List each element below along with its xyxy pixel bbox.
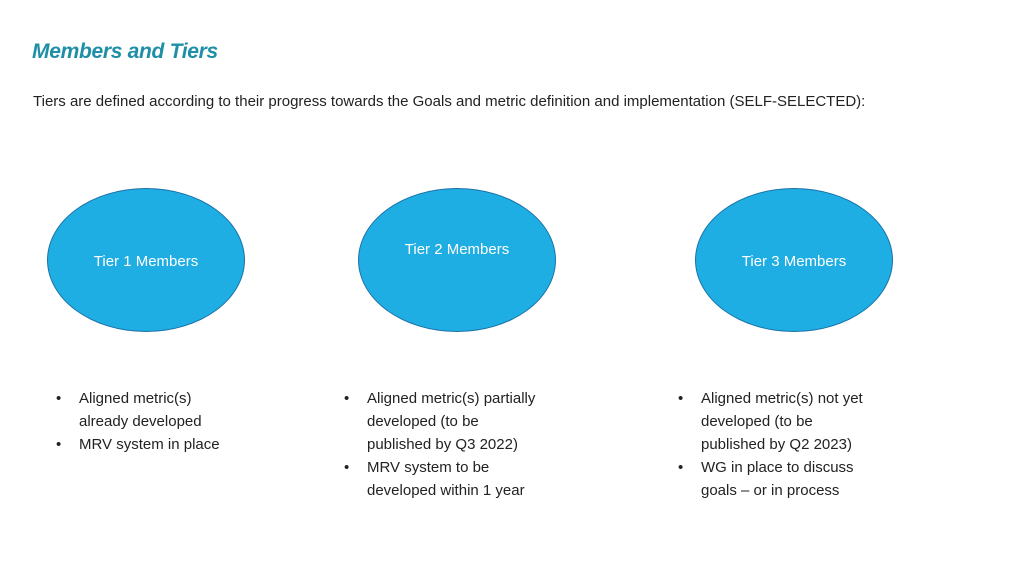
tier-2-oval: Tier 2 Members <box>358 188 556 332</box>
bullet-item: MRV system in place <box>55 433 285 456</box>
bullet-line: already developed <box>79 413 202 430</box>
bullet-line: Aligned metric(s) partially <box>367 390 536 407</box>
bullet-item: Aligned metric(s) not yet developed (to … <box>677 387 917 456</box>
tier-2-bullet-list: Aligned metric(s) partially developed (t… <box>343 387 593 502</box>
tier-2-label: Tier 2 Members <box>404 241 510 258</box>
tier-1-bullet-list: Aligned metric(s) already developed MRV … <box>55 387 285 456</box>
tier-3-oval: Tier 3 Members <box>695 188 893 332</box>
bullet-line: MRV system to be <box>367 459 490 476</box>
bullet-line: developed within 1 year <box>367 482 525 499</box>
bullet-item: Aligned metric(s) partially developed (t… <box>343 387 593 456</box>
bullet-line: Aligned metric(s) not yet <box>701 390 863 407</box>
bullet-line: Aligned metric(s) <box>79 390 192 407</box>
bullet-line: developed (to be <box>701 413 813 430</box>
tier-1-label: Tier 1 Members <box>93 253 199 270</box>
tier-3-label: Tier 3 Members <box>741 253 847 270</box>
bullet-item: MRV system to be developed within 1 year <box>343 456 593 502</box>
slide-subtitle: Tiers are defined according to their pro… <box>33 93 866 110</box>
bullet-item: Aligned metric(s) already developed <box>55 387 285 433</box>
bullet-item: WG in place to discuss goals – or in pro… <box>677 456 917 502</box>
slide-title: Members and Tiers <box>32 40 218 63</box>
bullet-line: developed (to be <box>367 413 479 430</box>
tier-3-bullet-list: Aligned metric(s) not yet developed (to … <box>677 387 917 502</box>
bullet-line: goals – or in process <box>701 482 840 499</box>
bullet-line: MRV system in place <box>79 436 220 453</box>
bullet-line: published by Q3 2022) <box>367 436 518 453</box>
bullet-line: published by Q2 2023) <box>701 436 852 453</box>
tier-1-oval: Tier 1 Members <box>47 188 245 332</box>
bullet-line: WG in place to discuss <box>701 459 854 476</box>
